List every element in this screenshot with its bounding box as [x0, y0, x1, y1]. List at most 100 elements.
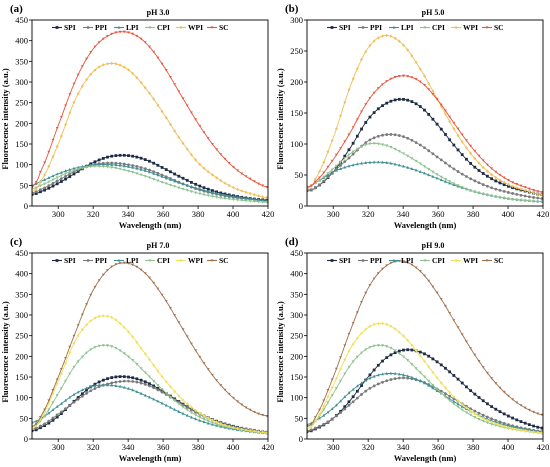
data-point: [72, 365, 76, 369]
data-point: [364, 161, 368, 164]
data-point: [51, 408, 55, 412]
data-point: [423, 146, 426, 150]
data-point: [51, 389, 55, 392]
data-point: [59, 180, 63, 183]
data-point: [460, 402, 464, 407]
data-point: [381, 143, 384, 147]
data-point: [397, 352, 401, 356]
data-point: [494, 382, 498, 385]
data-point: [355, 67, 359, 71]
data-point: [93, 285, 97, 289]
data-point: [211, 195, 214, 199]
data-point: [511, 398, 514, 401]
data-point: [473, 190, 477, 194]
x-tick-label: 340: [397, 442, 410, 452]
x-tick-label: 360: [157, 209, 170, 219]
data-point: [385, 133, 389, 136]
data-point: [110, 315, 114, 320]
data-point: [351, 126, 355, 129]
data-point: [173, 172, 177, 176]
data-point: [143, 158, 147, 161]
plot-frame: [306, 19, 544, 207]
panel-d: (d) pH 9.0 300 320 340 360 380 400 420 0 50 100 150 2…: [275, 236, 549, 463]
data-point: [469, 151, 473, 156]
data-point: [227, 197, 231, 201]
y-tick-label: 150: [290, 372, 303, 382]
data-point: [89, 384, 93, 388]
series-line: [307, 75, 543, 193]
series-lpi: [32, 162, 268, 203]
data-point: [364, 291, 368, 295]
data-point: [360, 110, 363, 114]
data-point: [376, 272, 380, 275]
data-point: [265, 186, 268, 189]
data-point: [114, 161, 118, 165]
data-point: [381, 321, 384, 326]
data-point: [418, 105, 422, 108]
data-point: [38, 170, 42, 174]
x-axis-label: Wavelength (nm): [119, 220, 182, 230]
data-point: [110, 166, 114, 170]
y-tick-label: 100: [290, 139, 303, 149]
data-point: [148, 276, 151, 280]
series-spi: [32, 375, 268, 434]
data-point: [347, 365, 351, 369]
data-point: [139, 166, 143, 169]
data-point: [202, 193, 206, 197]
data-point: [43, 177, 46, 181]
data-point: [190, 180, 193, 184]
data-point: [122, 65, 126, 69]
data-point: [486, 402, 489, 406]
data-point: [211, 142, 214, 146]
data-point: [515, 192, 519, 196]
data-point: [431, 370, 435, 375]
data-point: [148, 395, 151, 399]
data-point: [515, 186, 519, 190]
data-point: [343, 357, 347, 362]
data-point: [127, 169, 130, 173]
data-point: [368, 160, 372, 164]
data-point: [248, 408, 252, 412]
data-point: [257, 200, 260, 204]
data-point: [402, 164, 405, 168]
data-point: [64, 379, 67, 383]
data-point: [431, 357, 435, 361]
data-point: [330, 138, 334, 143]
data-point: [381, 359, 384, 363]
data-point: [72, 166, 76, 170]
data-point: [456, 377, 460, 381]
data-point: [59, 115, 63, 119]
data-point: [536, 412, 540, 416]
data-point: [51, 184, 55, 188]
data-point: [190, 415, 193, 419]
data-point: [418, 354, 422, 358]
legend-marker: [148, 259, 152, 263]
data-point: [498, 181, 502, 185]
data-point: [223, 423, 227, 427]
data-point: [423, 74, 426, 78]
data-point: [372, 39, 376, 43]
legend-item-wpi: WPI: [176, 256, 203, 265]
data-point: [202, 131, 206, 134]
legend-item-sc: SC: [207, 256, 229, 265]
data-point: [523, 428, 527, 433]
data-point: [313, 186, 317, 190]
data-point: [236, 400, 239, 403]
legend-item-sc: SC: [207, 23, 229, 32]
data-point: [143, 382, 147, 386]
data-point: [190, 342, 193, 345]
data-point: [376, 160, 380, 164]
data-point: [343, 154, 347, 158]
y-tick-label: 250: [290, 331, 303, 341]
data-point: [34, 426, 38, 430]
legend-label: WPI: [188, 256, 203, 265]
data-point: [418, 67, 422, 71]
legend-item-spi: SPI: [52, 23, 76, 32]
data-point: [139, 80, 143, 85]
data-point: [313, 426, 317, 430]
data-point: [160, 174, 164, 178]
panel-letter: (d): [285, 236, 299, 248]
x-tick-label: 320: [362, 442, 375, 452]
data-point: [385, 322, 389, 327]
data-point: [55, 378, 59, 381]
